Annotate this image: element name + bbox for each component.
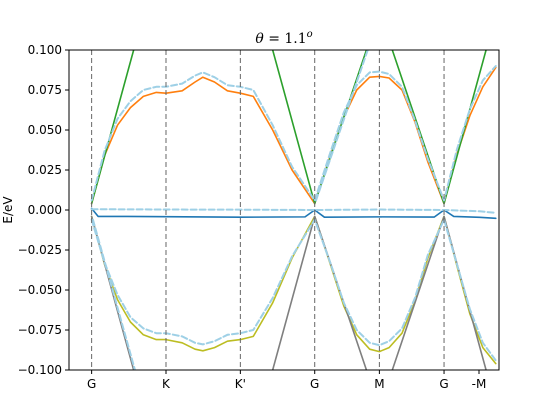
series-dirac-upper-2: [271, 50, 368, 205]
series-dirac-lower-ref: [91, 218, 136, 370]
y-tick-label-4: 0.000: [28, 203, 62, 217]
x-tick-label-1: K: [162, 377, 171, 391]
series-dirac-upper-3: [391, 50, 487, 205]
series-dirac-lower-2: [271, 215, 368, 370]
series-lower-band-ref: [90, 218, 497, 362]
y-tick-label-1: −0.075: [18, 323, 62, 337]
y-tick-label-7: 0.075: [28, 83, 62, 97]
plot-area: [90, 50, 497, 370]
y-axis: −0.100 −0.075 −0.050 −0.025 0.000 0.025 0.050 0…: [18, 43, 69, 377]
series-dirac-upper-ref: [315, 50, 369, 202]
title-degree: o: [307, 29, 313, 40]
y-axis-label: E/eV: [1, 196, 15, 224]
series-dirac-upper-1: [90, 50, 135, 205]
series-flat-band-ref: [90, 208, 497, 214]
series-flat-band: [90, 207, 497, 220]
y-tick-label-5: 0.025: [28, 163, 62, 177]
x-tick-label-5: G: [439, 377, 448, 391]
y-tick-label-3: −0.025: [18, 243, 62, 257]
series-upper-band-ref: [90, 65, 497, 202]
x-tick-label-6: -M: [472, 377, 487, 391]
x-tick-label-4: M: [374, 377, 384, 391]
high-symmetry-lines: [91, 50, 445, 370]
x-tick-label-3: G: [310, 377, 319, 391]
series-upper-band: [90, 66, 497, 205]
y-tick-label-2: −0.050: [18, 283, 62, 297]
x-tick-label-0: G: [87, 377, 96, 391]
title-value: = 1.1: [264, 31, 307, 47]
y-tick-label-0: −0.100: [18, 363, 62, 377]
x-axis: G K K' G M G -M: [87, 370, 486, 391]
title-theta: θ: [255, 31, 264, 47]
series-dirac-lower-3: [391, 215, 487, 370]
y-tick-label-6: 0.050: [28, 123, 62, 137]
x-tick-label-2: K': [235, 377, 246, 391]
y-tick-label-8: 0.100: [28, 43, 62, 57]
chart-title: θ = 1.1o: [255, 29, 312, 47]
